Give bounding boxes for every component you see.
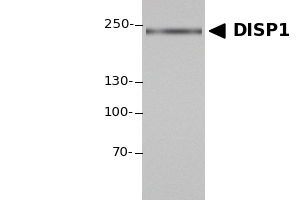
Polygon shape xyxy=(209,24,225,38)
Text: 130-: 130- xyxy=(104,75,134,88)
Text: DISP1: DISP1 xyxy=(232,22,290,40)
Text: 100-: 100- xyxy=(104,106,134,119)
Text: 250-: 250- xyxy=(104,19,134,31)
Text: 70-: 70- xyxy=(112,146,134,160)
